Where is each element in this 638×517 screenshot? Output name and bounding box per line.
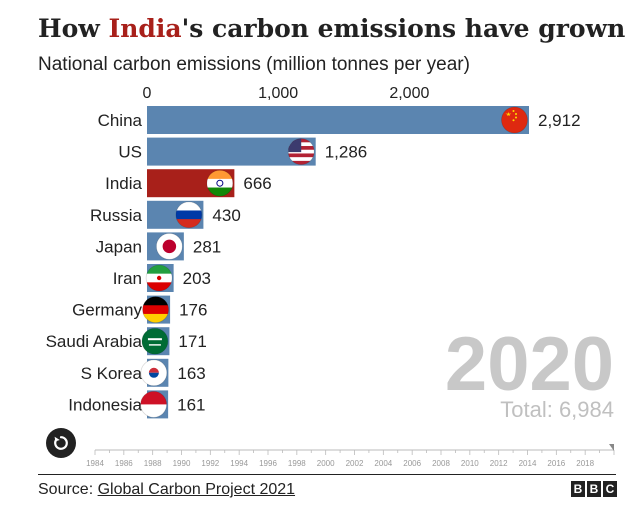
source-link[interactable]: Global Carbon Project 2021 [97,481,296,498]
iran-flag-icon [146,265,173,291]
category-label: Iran [113,269,142,288]
timeline-handle[interactable] [609,444,614,451]
value-label: 1,286 [325,143,368,162]
title-highlight: India [108,14,182,43]
bbc-logo-letter: C [603,481,617,497]
bar-row: Indonesia 161 [68,390,205,419]
category-label: China [98,111,143,130]
x-tick-label: 1,000 [258,85,298,102]
value-label: 161 [177,395,205,414]
value-label: 163 [177,364,205,383]
footer-divider [38,474,616,475]
timeline-year-label: 2014 [519,459,537,468]
source-note: Source: Global Carbon Project 2021 [38,481,295,499]
title-suffix: 's carbon emissions have grown [181,14,626,43]
category-label: Germany [72,301,142,320]
category-label: US [118,143,142,162]
bar-row: China 2,912 [98,106,581,134]
timeline-year-label: 2004 [374,459,392,468]
x-tick-label: 0 [143,85,152,102]
category-label: Japan [96,237,142,256]
replay-button[interactable] [46,428,76,458]
value-label: 171 [178,332,206,351]
bar [147,137,316,166]
timeline-year-label: 1988 [144,459,162,468]
saudi-arabia-flag-icon [141,328,168,355]
timeline-year-label: 2002 [346,459,364,468]
bar-row: Germany 176 [72,295,207,324]
india-flag-icon [206,170,233,197]
bar [147,106,529,134]
timeline-year-label: 2016 [547,459,565,468]
bbc-logo-letter: B [587,481,601,497]
source-prefix: Source: [38,481,98,498]
timeline-year-label: 1984 [86,459,104,468]
timeline-year-label: 1990 [173,459,191,468]
bar-row: US 1,286 [118,137,368,166]
south-korea-flag-icon [140,359,167,386]
value-label: 2,912 [538,111,581,130]
timeline-year-label: 2008 [432,459,450,468]
timeline-year-label: 2018 [576,459,594,468]
timeline-year-label: 2006 [403,459,421,468]
timeline-year-label: 1986 [115,459,133,468]
chart-subtitle: National carbon emissions (million tonne… [38,54,470,75]
bar-row: Iran 203 [113,264,211,292]
x-tick-label: 2,000 [389,85,429,102]
bar-row: India 666 [105,169,272,198]
timeline-year-label: 1994 [230,459,248,468]
year-watermark: 2020 [445,322,614,407]
bbc-logo-letter: B [571,481,585,497]
timeline-year-label: 1996 [259,459,277,468]
china-flag-icon [501,107,528,133]
category-label: S Korea [81,364,143,383]
timeline-scrubber[interactable]: 1984 1986 1988 1990 1992 1994 1996 1998 2000 2002… [86,444,615,468]
russia-flag-icon [175,201,202,228]
bar-row: S Korea 163 [81,358,206,387]
value-label: 430 [212,206,240,225]
timeline-year-label: 1998 [288,459,306,468]
us-flag-icon [288,138,315,165]
bar-row: Russia 430 [90,200,241,229]
japan-flag-icon [156,233,183,260]
bbc-logo: B B C [571,481,617,497]
bar-row: Saudi Arabia 171 [46,327,207,356]
value-label: 666 [243,174,271,193]
indonesia-flag-icon [140,391,167,418]
title-prefix: How [38,14,109,43]
replay-icon [54,436,68,450]
chart-title: How India's carbon emissions have grown [38,14,625,43]
bar-row: Japan 281 [96,232,221,261]
category-label: India [105,174,142,193]
timeline-year-label: 1992 [201,459,219,468]
timeline-year-label: 2000 [317,459,335,468]
timeline-year-label: 2012 [490,459,508,468]
value-label: 281 [193,237,221,256]
timeline-year-label: 2010 [461,459,479,468]
germany-flag-icon [142,296,169,323]
value-label: 203 [183,269,211,288]
value-label: 176 [179,301,207,320]
category-label: Russia [90,206,143,225]
category-label: Saudi Arabia [46,332,143,351]
total-label: Total: 6,984 [500,397,614,422]
category-label: Indonesia [68,395,142,414]
